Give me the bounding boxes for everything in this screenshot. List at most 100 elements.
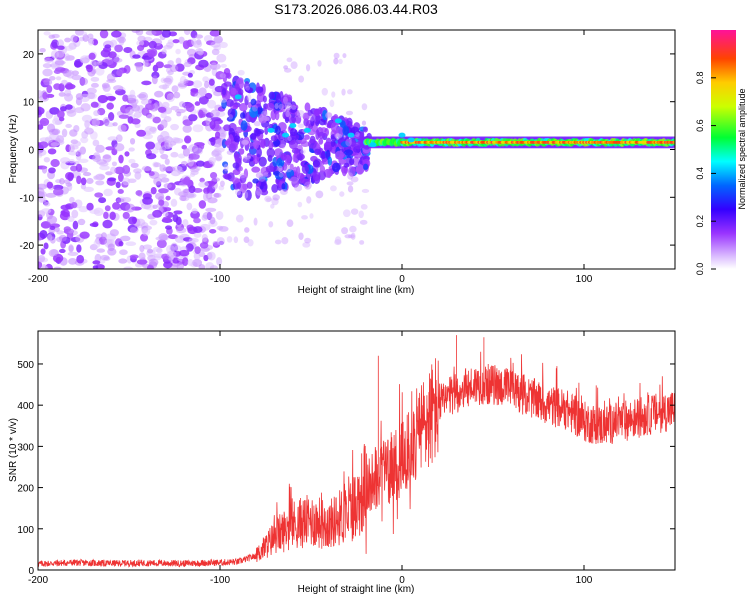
heatmap-blob bbox=[193, 226, 203, 233]
heatmap-blob bbox=[148, 40, 157, 49]
heatmap-blob bbox=[252, 178, 259, 184]
heatmap-blob bbox=[150, 186, 157, 195]
heatmap-blob bbox=[253, 121, 261, 127]
heatmap-blob bbox=[208, 78, 215, 86]
heatmap-blob bbox=[270, 203, 275, 209]
heatmap-blob bbox=[242, 139, 250, 145]
heatmap-blob bbox=[320, 150, 326, 159]
heatmap-blob bbox=[249, 156, 254, 162]
heatmap-blob bbox=[326, 169, 332, 179]
heatmap-blob bbox=[243, 191, 249, 199]
heatmap-blob bbox=[350, 126, 360, 136]
heatmap-blob bbox=[319, 165, 326, 173]
heatmap-blob bbox=[237, 77, 244, 85]
heatmap-blob bbox=[76, 175, 82, 185]
heatmap-blob bbox=[349, 225, 357, 233]
heatmap-blob bbox=[182, 188, 191, 193]
heatmap-blob bbox=[135, 190, 143, 196]
heatmap-blob bbox=[246, 181, 253, 189]
heatmap-blob bbox=[198, 181, 210, 188]
heatmap-blob bbox=[39, 137, 51, 142]
heatmap-blob bbox=[205, 207, 217, 213]
heatmap-blob bbox=[336, 126, 345, 137]
heatmap-blob bbox=[241, 139, 249, 146]
heatmap-blob bbox=[59, 178, 65, 185]
heatmap-blob bbox=[38, 254, 46, 263]
heatmap-blob bbox=[317, 131, 326, 139]
heatmap-blobs bbox=[38, 30, 675, 269]
heatmap-blob bbox=[286, 108, 291, 116]
heatmap-blob bbox=[141, 80, 152, 86]
heatmap-blob bbox=[45, 192, 57, 198]
heatmap-blob bbox=[275, 125, 281, 135]
heatmap-blob bbox=[103, 211, 109, 220]
heatmap-blob bbox=[97, 94, 109, 104]
heatmap-blob bbox=[169, 64, 179, 73]
heatmap-blob bbox=[118, 240, 124, 247]
heatmap-blob bbox=[244, 189, 252, 201]
heatmap-blob bbox=[154, 90, 164, 98]
heatmap-blob bbox=[50, 142, 60, 147]
heatmap-blob bbox=[252, 139, 260, 150]
heatmap-blob bbox=[175, 216, 182, 226]
heatmap-blob bbox=[178, 36, 185, 44]
heatmap-blob bbox=[185, 192, 197, 199]
heatmap-blob bbox=[265, 165, 275, 173]
heatmap-blob bbox=[138, 252, 146, 261]
heatmap-blob bbox=[82, 172, 92, 177]
heatmap-blob bbox=[81, 114, 93, 123]
heatmap-blob bbox=[141, 227, 151, 236]
heatmap-blob bbox=[237, 69, 245, 76]
heatmap-blob bbox=[273, 100, 283, 111]
heatmap-blob bbox=[136, 259, 148, 265]
heatmap-blob bbox=[108, 112, 115, 121]
heatmap-blob bbox=[38, 124, 44, 130]
heatmap-ytick-label: -20 bbox=[20, 241, 35, 252]
heatmap-blob bbox=[119, 249, 128, 256]
heatmap-blob bbox=[88, 38, 95, 46]
heatmap-blob bbox=[89, 209, 101, 215]
heatmap-blob bbox=[68, 258, 78, 265]
heatmap-blob bbox=[170, 169, 181, 177]
heatmap-blob bbox=[51, 39, 59, 49]
heatmap-blob bbox=[97, 60, 103, 66]
heatmap-blob bbox=[352, 156, 360, 167]
heatmap-blob bbox=[209, 172, 218, 179]
heatmap-blob bbox=[325, 111, 333, 119]
heatmap-blob bbox=[183, 78, 189, 84]
heatmap-blob bbox=[42, 68, 53, 77]
heatmap-blob bbox=[153, 162, 162, 168]
heatmap-blob bbox=[70, 165, 78, 172]
heatmap-blob bbox=[187, 259, 194, 267]
heatmap-blob bbox=[308, 138, 317, 149]
heatmap-blob bbox=[109, 39, 118, 48]
heatmap-blob bbox=[334, 133, 343, 139]
heatmap-blob bbox=[162, 216, 172, 223]
heatmap-blob bbox=[180, 160, 188, 167]
heatmap-blob bbox=[185, 243, 194, 252]
heatmap-blob bbox=[92, 260, 101, 265]
heatmap-blob bbox=[280, 143, 286, 149]
heatmap-blob bbox=[312, 160, 321, 168]
heatmap-blob bbox=[290, 61, 298, 69]
heatmap-blob bbox=[214, 38, 223, 43]
heatmap-blob bbox=[46, 85, 53, 93]
snr-ytick-label: 100 bbox=[17, 525, 34, 536]
heatmap-blob bbox=[132, 54, 141, 59]
heatmap-blob bbox=[268, 91, 276, 100]
colorbar-gradient bbox=[711, 30, 736, 269]
heatmap-blob bbox=[109, 229, 119, 237]
heatmap-blob bbox=[235, 188, 242, 196]
heatmap-blob bbox=[210, 62, 218, 71]
heatmap-blob bbox=[66, 69, 75, 79]
heatmap-blob bbox=[104, 205, 111, 212]
heatmap-blob bbox=[68, 151, 79, 156]
heatmap-blob bbox=[161, 30, 172, 38]
heatmap-blob bbox=[247, 239, 254, 247]
heatmap-blob bbox=[322, 109, 328, 121]
heatmap-blob bbox=[56, 110, 65, 119]
heatmap-blob bbox=[330, 140, 336, 147]
heatmap-blob bbox=[95, 66, 105, 76]
heatmap-blob bbox=[122, 94, 129, 102]
heatmap-blob bbox=[107, 177, 117, 182]
